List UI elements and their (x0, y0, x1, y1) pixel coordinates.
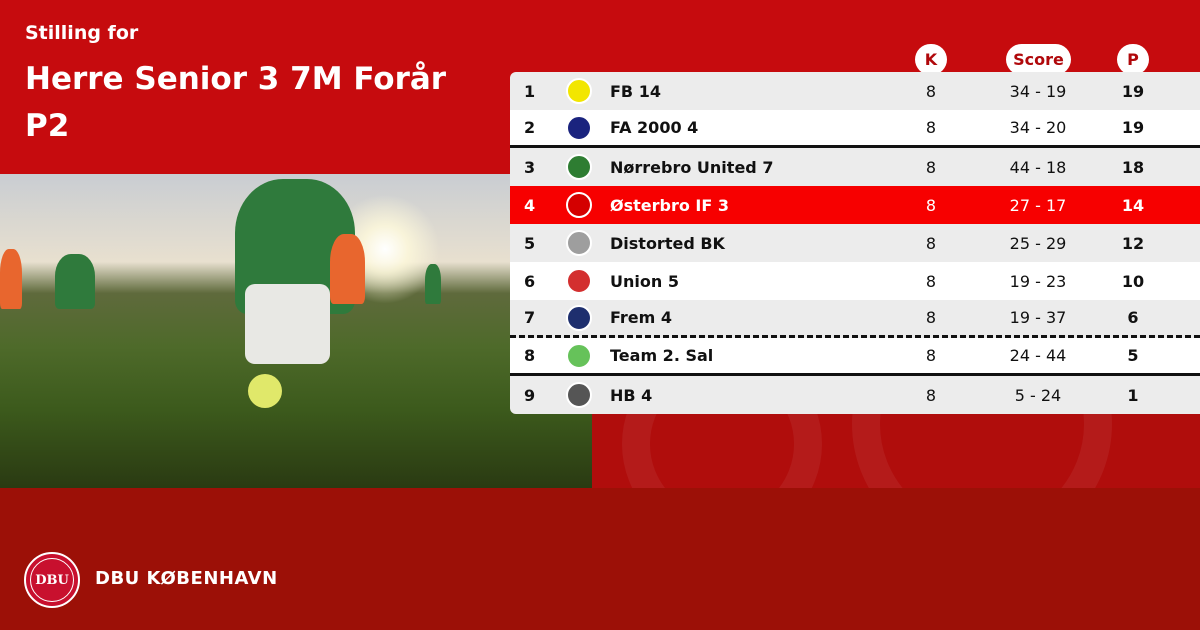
title-line-1: Herre Senior 3 7M Forår (25, 61, 447, 97)
team-name: FB 14 (610, 81, 661, 101)
points: 10 (1121, 271, 1145, 291)
table-row[interactable]: 7 Frem 4 8 19 - 37 6 (510, 300, 1200, 338)
team-name: HB 4 (610, 385, 653, 405)
team-name: Team 2. Sal (610, 346, 714, 365)
table-row[interactable]: 2 FA 2000 4 8 34 - 20 19 (510, 110, 1200, 148)
matches-played: 8 (925, 385, 937, 405)
brand-name: DBU KØBENHAVN (95, 568, 278, 589)
team-logo-icon (566, 382, 592, 408)
team-logo-icon (566, 192, 592, 218)
team-logo-icon (566, 230, 592, 256)
position: 3 (524, 157, 536, 177)
points: 6 (1127, 308, 1139, 327)
footer-band (0, 488, 1200, 630)
goal-score: 34 - 19 (1009, 81, 1067, 101)
matches-played: 8 (925, 346, 937, 365)
table-row[interactable]: 8 Team 2. Sal 8 24 - 44 5 (510, 338, 1200, 376)
table-row[interactable]: 6 Union 5 8 19 - 23 10 (510, 262, 1200, 300)
position: 9 (524, 385, 536, 405)
points: 19 (1121, 81, 1145, 101)
goal-score: 27 - 17 (1009, 195, 1067, 215)
table-row[interactable]: 4 Østerbro IF 3 8 27 - 17 14 (510, 186, 1200, 224)
subtitle: Stilling for (25, 22, 139, 44)
football-photo (0, 174, 592, 488)
column-header-k: K (915, 44, 947, 75)
position: 7 (524, 308, 536, 327)
team-name: FA 2000 4 (610, 118, 699, 137)
goal-score: 34 - 20 (1009, 118, 1067, 137)
team-logo-icon (566, 342, 592, 369)
team-name: Frem 4 (610, 308, 673, 327)
standings-table: 1 FB 14 8 34 - 19 19 2 FA 2000 4 8 34 - 20 19 3 Nør… (510, 72, 1200, 414)
page-title: Herre Senior 3 7M Forår P2 (25, 56, 485, 150)
matches-played: 8 (925, 271, 937, 291)
matches-played: 8 (925, 118, 937, 137)
goal-score: 19 - 23 (1009, 271, 1067, 291)
matches-played: 8 (925, 308, 937, 327)
team-name: Nørrebro United 7 (610, 157, 774, 177)
position: 1 (524, 81, 536, 101)
team-logo-icon (566, 268, 592, 294)
matches-played: 8 (925, 195, 937, 215)
team-logo-icon (566, 154, 592, 180)
matches-played: 8 (925, 81, 937, 101)
points: 14 (1121, 195, 1145, 215)
position: 8 (524, 346, 536, 365)
points: 12 (1121, 233, 1145, 253)
position: 6 (524, 271, 536, 291)
points: 1 (1127, 385, 1139, 405)
table-row[interactable]: 9 HB 4 8 5 - 24 1 (510, 376, 1200, 414)
team-name: Østerbro IF 3 (610, 195, 730, 215)
team-logo-icon (566, 78, 592, 104)
goal-score: 44 - 18 (1009, 157, 1067, 177)
table-row[interactable]: 5 Distorted BK 8 25 - 29 12 (510, 224, 1200, 262)
title-line-2: P2 (25, 108, 70, 144)
position: 5 (524, 233, 536, 253)
points: 19 (1121, 118, 1145, 137)
column-header-score: Score (1006, 44, 1071, 75)
team-name: Distorted BK (610, 233, 725, 253)
matches-played: 8 (925, 157, 937, 177)
position: 4 (524, 195, 536, 215)
points: 18 (1121, 157, 1145, 177)
team-logo-icon (566, 304, 592, 331)
points: 5 (1127, 346, 1139, 365)
table-row[interactable]: 3 Nørrebro United 7 8 44 - 18 18 (510, 148, 1200, 186)
table-row[interactable]: 1 FB 14 8 34 - 19 19 (510, 72, 1200, 110)
matches-played: 8 (925, 233, 937, 253)
position: 2 (524, 118, 536, 137)
goal-score: 19 - 37 (1009, 308, 1067, 327)
dbu-seal-logo: DBU (24, 552, 80, 608)
team-name: Union 5 (610, 271, 679, 291)
goal-score: 24 - 44 (1009, 346, 1067, 365)
column-header-p: P (1117, 44, 1149, 75)
team-logo-icon (566, 114, 592, 141)
goal-score: 25 - 29 (1009, 233, 1067, 253)
goal-score: 5 - 24 (1014, 385, 1062, 405)
